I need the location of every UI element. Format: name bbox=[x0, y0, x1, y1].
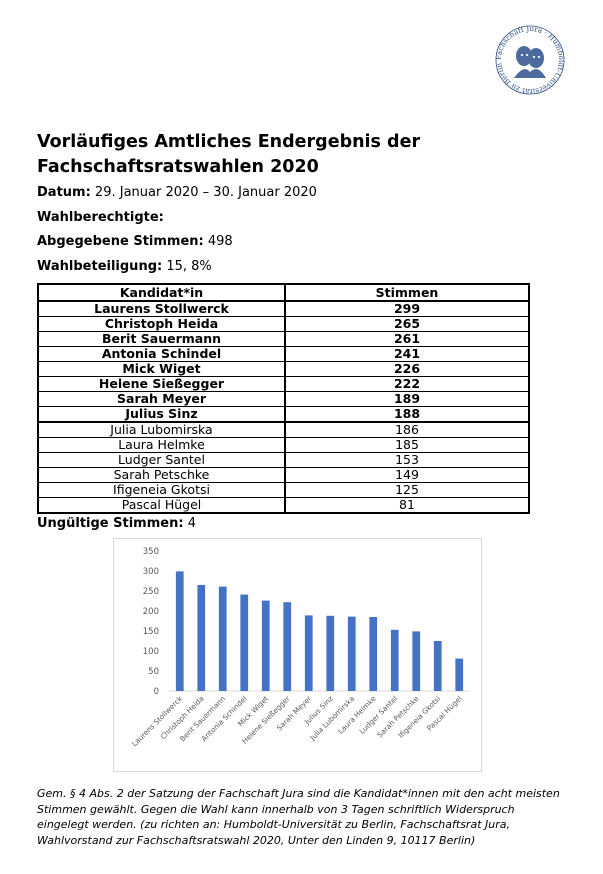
candidate-name: Ludger Santel bbox=[37, 452, 286, 468]
invalid-value: 4 bbox=[187, 516, 196, 531]
candidate-name: Mick Wiget bbox=[37, 361, 286, 377]
votes-value: 498 bbox=[207, 234, 233, 249]
candidate-name: Ifigeneia Gkotsi bbox=[37, 482, 286, 498]
votes-bar-chart: 0 50 100 150 200 250 300 350 Laurens Stollwerck C… bbox=[113, 538, 482, 772]
table-row: Helene Sießegger 222 bbox=[37, 376, 530, 392]
candidate-votes: 185 bbox=[284, 437, 530, 453]
candidate-votes: 189 bbox=[284, 391, 530, 407]
candidate-name: Laurens Stollwerck bbox=[37, 300, 286, 317]
bar bbox=[261, 600, 270, 691]
bar bbox=[283, 602, 292, 691]
candidate-votes: 188 bbox=[284, 406, 530, 423]
y-tick-label: 350 bbox=[143, 547, 159, 557]
bar bbox=[455, 658, 464, 691]
table-row: Christoph Heida 265 bbox=[37, 316, 530, 332]
candidate-name: Helene Sießegger bbox=[37, 376, 286, 392]
candidate-name: Julius Sinz bbox=[37, 406, 286, 423]
candidate-votes: 125 bbox=[284, 482, 530, 498]
bar bbox=[433, 641, 442, 691]
bar bbox=[369, 617, 378, 691]
page-title: Vorläufiges Amtliches Endergebnis der Fa… bbox=[37, 132, 421, 177]
footnote: Gem. § 4 Abs. 2 der Satzung der Fachscha… bbox=[37, 787, 560, 847]
y-tick-label: 200 bbox=[143, 607, 159, 617]
candidate-votes: 222 bbox=[284, 376, 530, 392]
votes-label: Abgegebene Stimmen: bbox=[37, 234, 204, 249]
turnout-label: Wahlbeteiligung: bbox=[37, 259, 163, 274]
invalid-votes-line: Ungültige Stimmen: 4 bbox=[37, 516, 196, 531]
table-row: Antonia Schindel 241 bbox=[37, 346, 530, 362]
date-value: 29. Januar 2020 – 30. Januar 2020 bbox=[94, 185, 317, 200]
y-tick-label: 50 bbox=[148, 667, 159, 677]
table-row: Julius Sinz 188 bbox=[37, 406, 530, 423]
y-tick-label: 250 bbox=[143, 587, 159, 597]
header-candidate: Kandidat*in bbox=[37, 283, 286, 302]
candidate-votes: 265 bbox=[284, 316, 530, 332]
fachschaft-seal-logo: Fachschaft Jura · Humboldt-Universität z… bbox=[494, 24, 566, 96]
seal-portraits-icon bbox=[514, 46, 546, 78]
bar bbox=[218, 586, 227, 691]
table-row: Pascal Hügel 81 bbox=[37, 497, 530, 514]
table-row: Julia Lubomirska 186 bbox=[37, 421, 530, 438]
candidate-name: Pascal Hügel bbox=[37, 497, 286, 514]
bar bbox=[390, 629, 399, 691]
y-tick-label: 0 bbox=[154, 687, 159, 697]
table-row: Sarah Meyer 189 bbox=[37, 391, 530, 407]
bar bbox=[175, 571, 184, 691]
table-row: Sarah Petschke 149 bbox=[37, 467, 530, 483]
candidate-name: Antonia Schindel bbox=[37, 346, 286, 362]
candidate-votes: 226 bbox=[284, 361, 530, 377]
turnout-value: 15, 8% bbox=[166, 259, 212, 274]
eligible-line: Wahlberechtigte: bbox=[37, 210, 164, 225]
table-header-row: Kandidat*in Stimmen bbox=[37, 283, 530, 302]
candidate-name: Julia Lubomirska bbox=[37, 421, 286, 438]
bar bbox=[240, 594, 249, 691]
y-tick-label: 300 bbox=[143, 567, 159, 577]
results-table: Kandidat*in Stimmen Laurens Stollwerck 29… bbox=[37, 283, 530, 514]
eligible-label: Wahlberechtigte: bbox=[37, 210, 164, 225]
candidate-votes: 186 bbox=[284, 421, 530, 438]
candidate-votes: 241 bbox=[284, 346, 530, 362]
candidate-votes: 153 bbox=[284, 452, 530, 468]
bar bbox=[304, 615, 313, 691]
candidate-votes: 81 bbox=[284, 497, 530, 514]
table-row: Ludger Santel 153 bbox=[37, 452, 530, 468]
table-row: Mick Wiget 226 bbox=[37, 361, 530, 377]
table-row: Laurens Stollwerck 299 bbox=[37, 300, 530, 317]
header-votes: Stimmen bbox=[284, 283, 530, 302]
candidate-name: Christoph Heida bbox=[37, 316, 286, 332]
date-label: Datum: bbox=[37, 185, 91, 200]
candidate-name: Sarah Petschke bbox=[37, 467, 286, 483]
table-row: Berit Sauermann 261 bbox=[37, 331, 530, 347]
candidate-name: Berit Sauermann bbox=[37, 331, 286, 347]
turnout-line: Wahlbeteiligung: 15, 8% bbox=[37, 259, 212, 274]
candidate-votes: 299 bbox=[284, 300, 530, 317]
candidate-votes: 149 bbox=[284, 467, 530, 483]
bar bbox=[412, 631, 421, 691]
bar bbox=[347, 616, 356, 691]
candidate-name: Laura Helmke bbox=[37, 437, 286, 453]
bar bbox=[197, 585, 206, 691]
table-row: Laura Helmke 185 bbox=[37, 437, 530, 453]
invalid-label: Ungültige Stimmen: bbox=[37, 516, 184, 531]
y-tick-label: 100 bbox=[143, 647, 159, 657]
date-line: Datum: 29. Januar 2020 – 30. Januar 2020 bbox=[37, 185, 317, 200]
y-tick-label: 150 bbox=[143, 627, 159, 637]
candidate-name: Sarah Meyer bbox=[37, 391, 286, 407]
votes-line: Abgegebene Stimmen: 498 bbox=[37, 234, 233, 249]
bar bbox=[326, 615, 335, 691]
table-row: Ifigeneia Gkotsi 125 bbox=[37, 482, 530, 498]
candidate-votes: 261 bbox=[284, 331, 530, 347]
